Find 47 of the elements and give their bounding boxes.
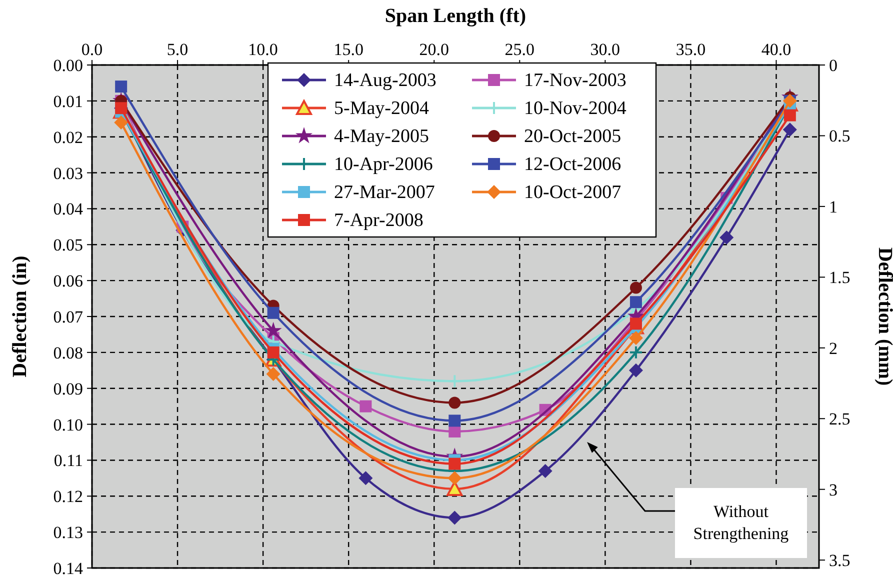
y-tick-label: 0.13 [53, 523, 83, 542]
x-tick-label: 5.0 [166, 40, 188, 59]
y2-tick-label: 0 [829, 56, 838, 75]
y2-tick-label: 2.5 [829, 410, 850, 429]
legend-label: 7-Apr-2008 [334, 210, 424, 231]
y-tick-label: 0.08 [53, 343, 83, 362]
y-tick-label: 0.12 [53, 487, 83, 506]
x-tick-label: 0.0 [81, 40, 103, 59]
y2-tick-label: 0.5 [829, 126, 850, 146]
y-tick-label: 0.03 [53, 164, 83, 183]
legend-label: 17-Nov-2003 [524, 70, 626, 91]
legend-label: 10-Nov-2004 [524, 98, 627, 119]
y-tick-label: 0.00 [53, 56, 83, 75]
y-tick-label: 0.10 [53, 415, 83, 434]
legend-label: 4-May-2005 [334, 126, 429, 147]
y-tick-label: 0.01 [53, 92, 83, 111]
legend-label: 10-Oct-2007 [524, 182, 622, 203]
legend-label: 10-Apr-2006 [334, 154, 433, 175]
y-tick-label: 0.14 [53, 559, 84, 578]
y-tick-label: 0.06 [53, 272, 83, 291]
legend-label: 12-Oct-2006 [524, 154, 622, 175]
x-tick-label: 15.0 [334, 40, 364, 59]
y-tick-label: 0.11 [54, 451, 83, 470]
legend-label: 20-Oct-2005 [524, 126, 622, 147]
y2-tick-label: 2 [829, 338, 838, 358]
legend-label: 27-Mar-2007 [334, 182, 435, 203]
y2-tick-label: 3.5 [829, 551, 850, 570]
x-axis-title: Span Length (ft) [384, 5, 526, 27]
y-axis-title: Deflection (in) [9, 256, 31, 378]
y-tick-label: 0.07 [53, 308, 84, 326]
y-tick-label: 0.04 [53, 200, 84, 219]
x-tick-label: 30.0 [590, 40, 620, 59]
y2-tick-label: 1 [829, 197, 838, 216]
x-tick-label: 25.0 [504, 40, 535, 59]
annotation: Without Strengthening [693, 502, 790, 543]
y2-tick-label: 1.5 [829, 268, 850, 288]
x-tick-label: 20.0 [419, 40, 449, 59]
y2-axis-title: Deflection (mm) [874, 247, 893, 386]
x-tick-label: 10.0 [248, 40, 278, 59]
x-tick-label: 35.0 [676, 40, 706, 59]
x-tick-label: 40.0 [761, 40, 792, 59]
y-tick-label: 0.09 [53, 379, 83, 398]
y2-tick-label: 3 [829, 480, 838, 500]
legend-label: 14-Aug-2003 [334, 70, 436, 91]
y-tick-label: 0.02 [53, 128, 83, 147]
y-tick-label: 0.05 [53, 236, 83, 255]
legend-label: 5-May-2004 [334, 98, 430, 119]
